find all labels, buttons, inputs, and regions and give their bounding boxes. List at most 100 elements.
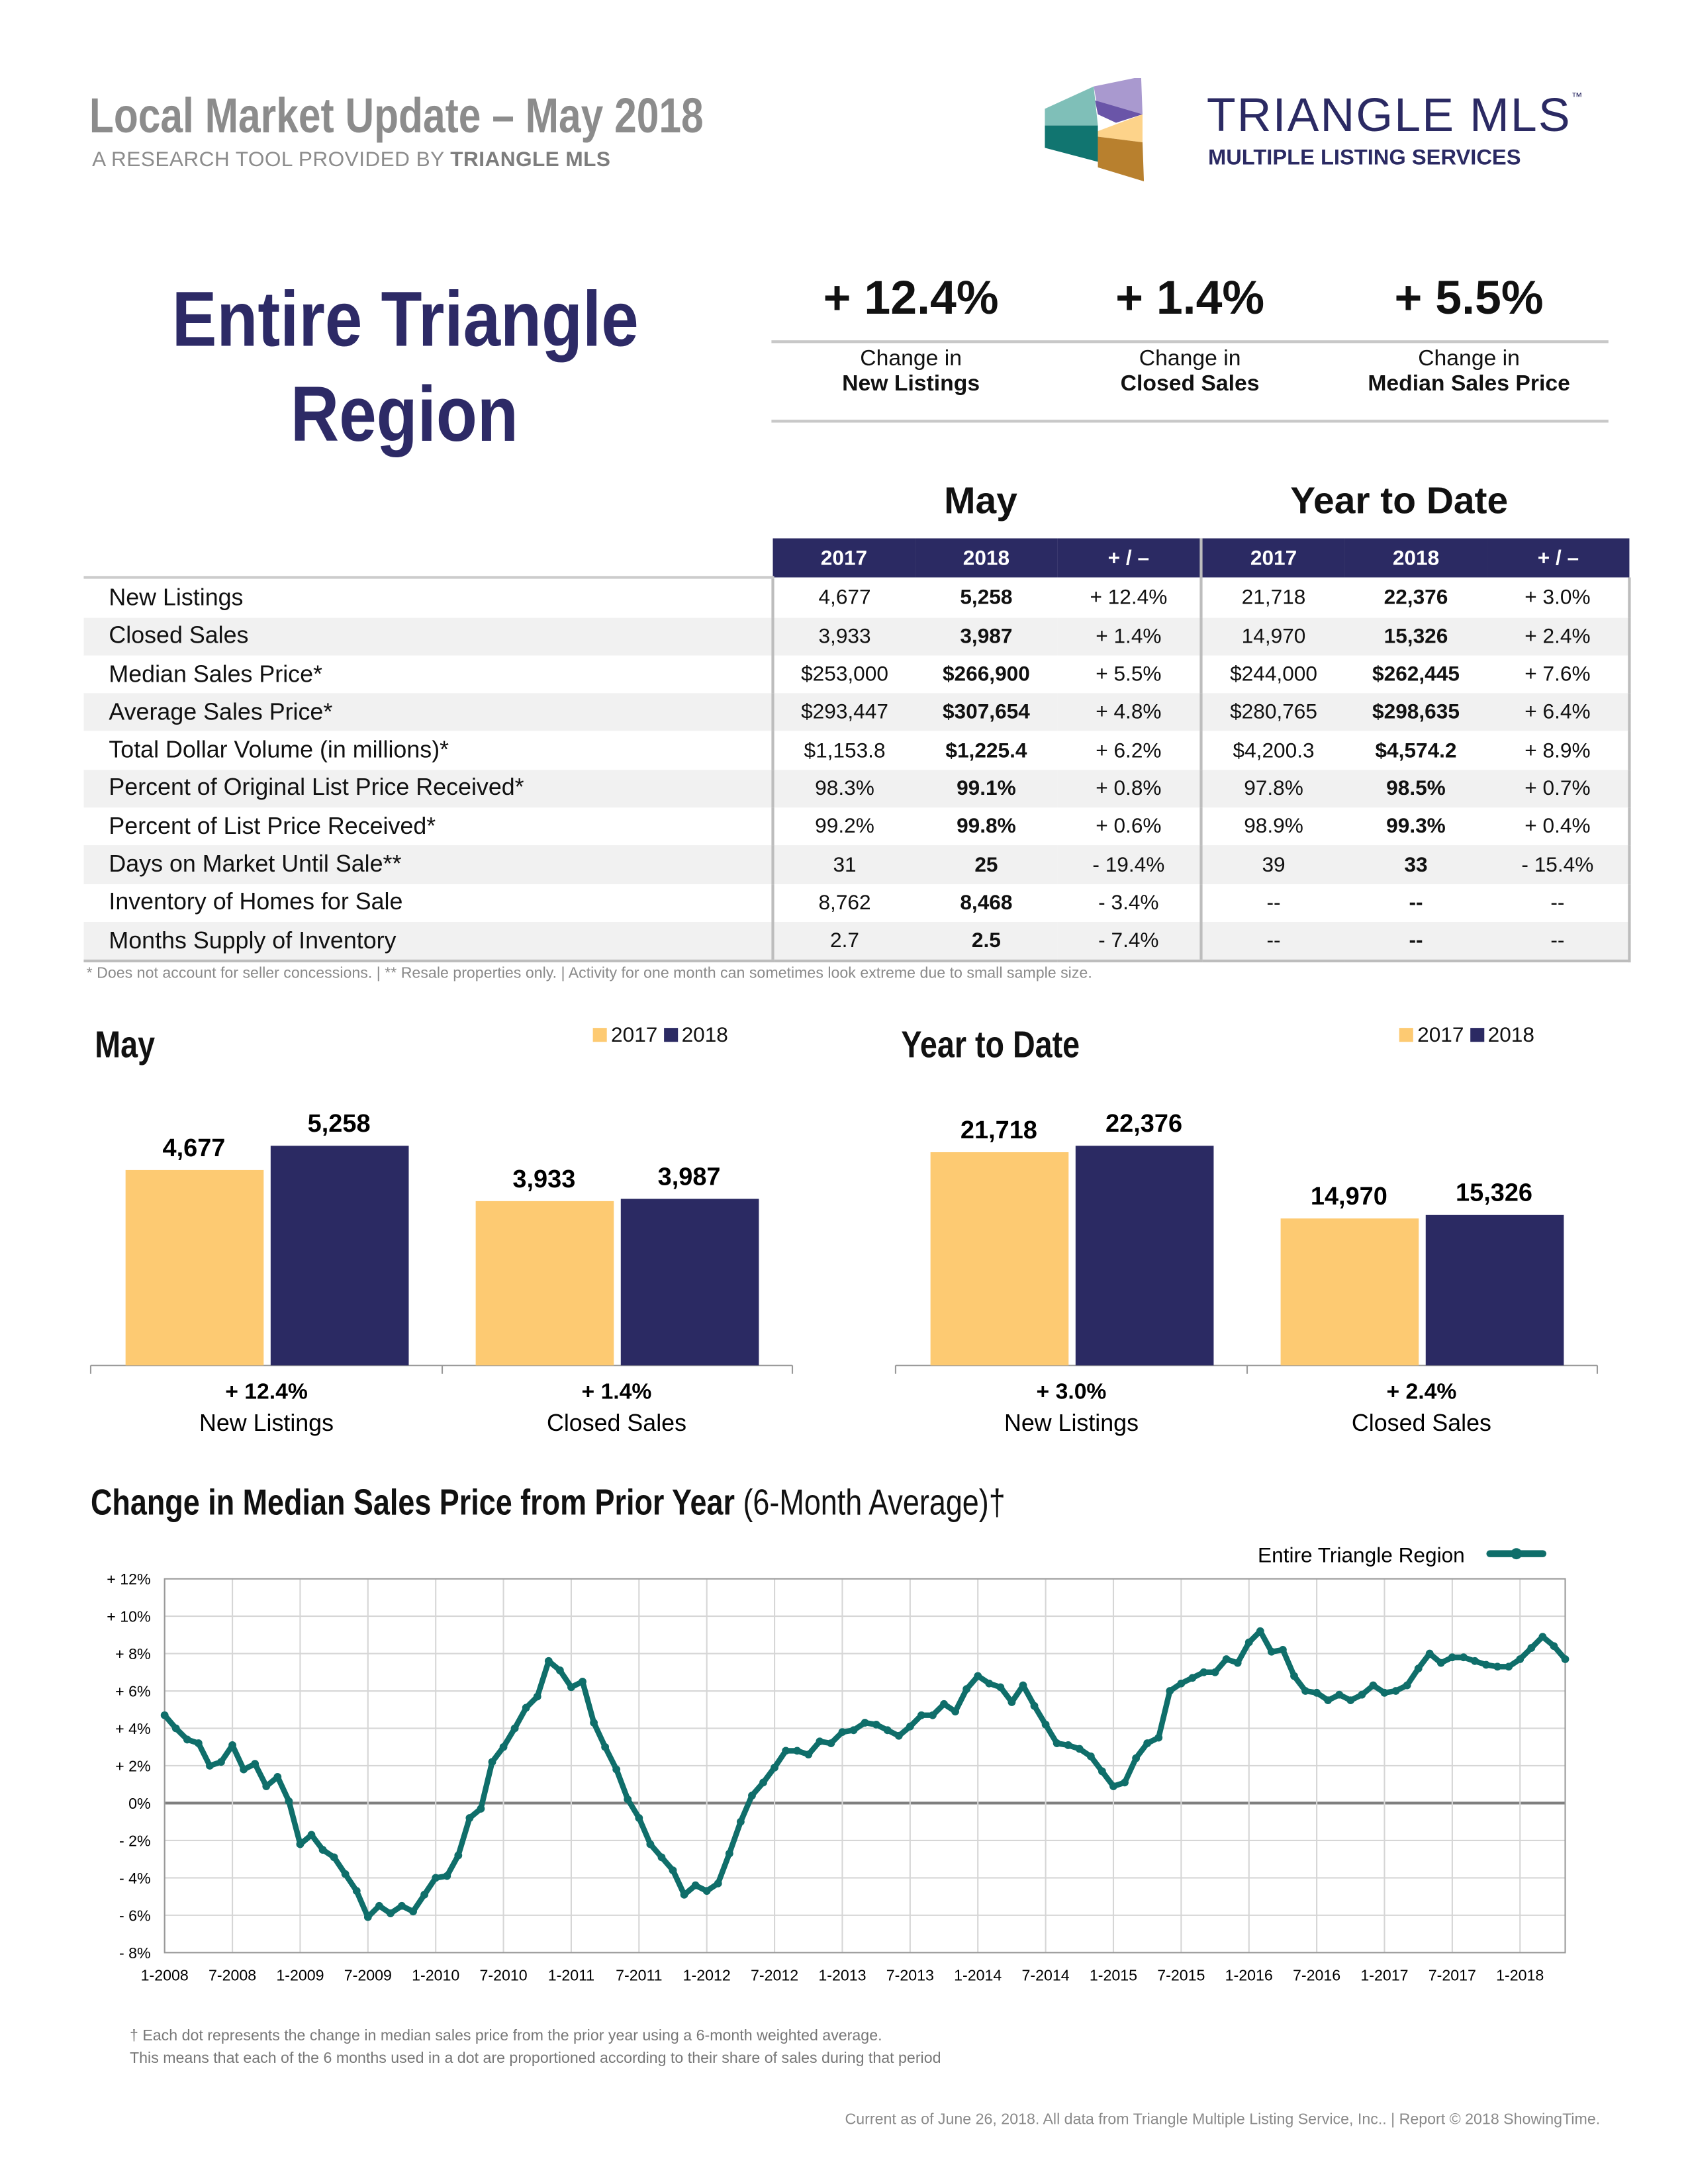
data-point xyxy=(974,1672,982,1680)
data-point xyxy=(601,1743,610,1751)
x-tick-label: 1-2010 xyxy=(412,1967,459,1984)
data-point xyxy=(1279,1645,1287,1654)
data-point xyxy=(646,1840,655,1848)
data-point xyxy=(1132,1754,1141,1762)
x-tick-label: 1-2014 xyxy=(954,1967,1002,1984)
data-point xyxy=(318,1846,327,1854)
data-point xyxy=(1425,1649,1434,1658)
data-point xyxy=(590,1719,598,1727)
cell: $1,153.8 xyxy=(771,731,915,770)
col-header: + / – xyxy=(1057,538,1201,578)
x-tick-label: 1-2016 xyxy=(1225,1967,1273,1984)
data-point xyxy=(1358,1690,1366,1699)
x-tick-label: 7-2016 xyxy=(1293,1967,1340,1984)
category-label: New Listings xyxy=(1004,1410,1139,1436)
data-point xyxy=(341,1870,350,1878)
legend-label: 2017 xyxy=(611,1023,658,1048)
legend-label: 2017 xyxy=(1417,1023,1464,1048)
cell: + 7.6% xyxy=(1487,655,1631,694)
legend-label: 2018 xyxy=(681,1023,728,1048)
data-point xyxy=(352,1887,361,1895)
y-tick-label: + 4% xyxy=(115,1720,150,1737)
data-point xyxy=(883,1726,892,1735)
data-point xyxy=(555,1666,564,1674)
data-point xyxy=(1008,1698,1016,1706)
bar-2018 xyxy=(270,1146,409,1366)
stat-value: + 1.4% xyxy=(1115,271,1265,326)
bar-value-label: 15,326 xyxy=(1456,1179,1532,1207)
data-point xyxy=(1064,1741,1072,1749)
cell: 99.8% xyxy=(957,815,1016,839)
cell: 21,718 xyxy=(1199,578,1345,617)
stat-metric: New Listings xyxy=(842,372,980,396)
cell: 99.1% xyxy=(915,769,1058,808)
cell: $4,574.2 xyxy=(1375,739,1457,762)
report-subtitle: A RESEARCH TOOL PROVIDED BY TRIANGLE MLS xyxy=(92,148,610,171)
table-footnote: * Does not account for seller concession… xyxy=(86,965,1092,982)
data-point xyxy=(1019,1681,1027,1690)
x-tick-label: 7-2010 xyxy=(479,1967,527,1984)
data-point xyxy=(217,1758,225,1766)
data-point xyxy=(669,1866,677,1875)
x-tick-label: 7-2015 xyxy=(1157,1967,1205,1984)
cell: 5,258 xyxy=(960,585,1013,610)
data-point xyxy=(917,1711,925,1719)
cell: 8,468 xyxy=(960,891,1013,915)
data-point xyxy=(533,1692,541,1701)
bar-value-label: 21,718 xyxy=(961,1116,1037,1144)
data-point xyxy=(1041,1720,1050,1729)
y-tick-label: + 10% xyxy=(107,1608,150,1625)
table-header-row: 2017 2018 + / – 2017 2018 + / – xyxy=(83,538,1630,580)
data-point xyxy=(1301,1687,1309,1695)
data-point xyxy=(1436,1659,1445,1667)
cell: 8,762 xyxy=(771,884,915,922)
table-row: Percent of Original List Price Received*… xyxy=(83,769,1631,808)
data-point xyxy=(465,1814,474,1822)
cell: $4,200.3 xyxy=(1199,731,1345,770)
report-title-text: Local Market Update – May 2018 xyxy=(89,89,704,144)
row-label: Months Supply of Inventory xyxy=(83,921,773,963)
cell: + 8.9% xyxy=(1487,731,1631,770)
cell: + 4.8% xyxy=(1057,693,1201,732)
data-point xyxy=(510,1724,519,1733)
legend-marker xyxy=(1511,1548,1523,1560)
cell: $298,635 xyxy=(1344,693,1487,732)
ytd-bar-chart: 21,718 22,376 + 3.0% New Listings 14,970 15,3… xyxy=(894,1110,1599,1436)
data-point xyxy=(1471,1657,1479,1665)
y-tick-label: + 8% xyxy=(115,1645,150,1662)
data-point xyxy=(1561,1655,1570,1663)
data-point xyxy=(1211,1668,1219,1676)
divider xyxy=(771,340,1609,343)
data-point xyxy=(1154,1733,1163,1742)
data-point xyxy=(488,1758,496,1766)
bar-value-label: 3,933 xyxy=(512,1165,575,1193)
data-point xyxy=(1380,1688,1389,1697)
subtitle-prefix: A RESEARCH TOOL PROVIDED BY xyxy=(92,148,451,172)
bar-2018 xyxy=(1425,1214,1564,1366)
data-point xyxy=(1244,1638,1253,1647)
data-point xyxy=(183,1735,191,1744)
logo-tagline: MULTIPLE LISTING SERVICES xyxy=(1208,146,1521,171)
x-tick-label: 7-2009 xyxy=(344,1967,392,1984)
data-point xyxy=(1403,1681,1411,1690)
data-point xyxy=(725,1849,733,1858)
cell: + 0.4% xyxy=(1487,807,1631,846)
cell: 98.5% xyxy=(1344,769,1487,808)
cell: 2.7 xyxy=(771,921,915,963)
data-point xyxy=(499,1743,508,1751)
stat-value: + 5.5% xyxy=(1394,271,1544,326)
cell: + 5.5% xyxy=(1096,662,1162,686)
data-point xyxy=(387,1909,395,1917)
category-label: New Listings xyxy=(199,1410,334,1436)
data-point xyxy=(409,1907,417,1916)
cell: $244,000 xyxy=(1199,655,1345,694)
data-point xyxy=(579,1677,586,1686)
bar-2017 xyxy=(475,1201,614,1366)
bar-2018 xyxy=(620,1199,759,1366)
cell: 25 xyxy=(915,845,1058,884)
data-point xyxy=(1324,1696,1333,1705)
cell: 99.2% xyxy=(771,807,915,846)
cell: -- xyxy=(1409,891,1423,915)
y-tick-label: - 4% xyxy=(119,1870,151,1887)
data-point xyxy=(816,1737,824,1746)
